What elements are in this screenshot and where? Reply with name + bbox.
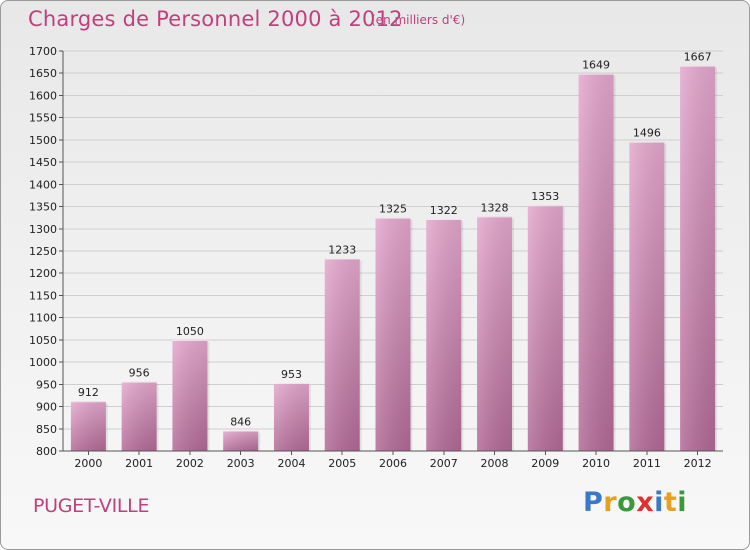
x-tick-label-2002: 2002 xyxy=(176,457,204,470)
x-tick-label-2004: 2004 xyxy=(277,457,305,470)
y-tick-label: 1450 xyxy=(29,156,57,169)
bar-highlight xyxy=(680,65,716,452)
y-tick-label: 1600 xyxy=(29,89,57,102)
logo-letter: i xyxy=(677,487,688,518)
bar-highlight xyxy=(172,339,208,451)
bar-highlight xyxy=(324,258,360,451)
data-label-2007: 1322 xyxy=(430,204,458,217)
y-tick-label: 1550 xyxy=(29,112,57,125)
data-label-2004: 953 xyxy=(281,368,302,381)
y-tick-label: 850 xyxy=(36,423,57,436)
data-label-2010: 1649 xyxy=(582,59,610,72)
data-label-2012: 1667 xyxy=(684,51,712,64)
x-tick-label-2011: 2011 xyxy=(633,457,661,470)
x-tick-label-2006: 2006 xyxy=(379,457,407,470)
data-label-2009: 1353 xyxy=(531,190,559,203)
y-tick-label: 1350 xyxy=(29,201,57,214)
data-label-2006: 1325 xyxy=(379,203,407,216)
y-tick-label: 1150 xyxy=(29,289,57,302)
data-label-2003: 846 xyxy=(230,416,251,429)
logo-letter: P xyxy=(583,487,604,518)
data-label-2005: 1233 xyxy=(328,244,356,257)
logo-letter: i xyxy=(654,487,664,518)
data-label-2001: 956 xyxy=(129,367,150,380)
bar-highlight xyxy=(629,141,665,451)
bar-highlight xyxy=(121,381,157,451)
bar-highlight xyxy=(426,219,462,451)
bar-highlight xyxy=(375,217,411,451)
y-tick-label: 1100 xyxy=(29,312,57,325)
y-tick-label: 950 xyxy=(36,378,57,391)
y-tick-label: 1200 xyxy=(29,267,57,280)
data-label-2011: 1496 xyxy=(633,127,661,140)
data-label-2008: 1328 xyxy=(481,201,509,214)
x-tick-label-2005: 2005 xyxy=(328,457,356,470)
bar-highlight xyxy=(223,430,259,451)
x-tick-label-2012: 2012 xyxy=(684,457,712,470)
bar-highlight xyxy=(273,383,309,451)
x-tick-label-2007: 2007 xyxy=(430,457,458,470)
y-tick-label: 1400 xyxy=(29,178,57,191)
proxiti-logo[interactable]: Proxiti xyxy=(583,487,687,518)
y-tick-label: 800 xyxy=(36,445,57,458)
unit-note: (en milliers d'€) xyxy=(371,13,466,27)
bar-highlight xyxy=(70,401,106,451)
y-tick-label: 1000 xyxy=(29,356,57,369)
data-label-2000: 912 xyxy=(78,386,99,399)
x-tick-label-2010: 2010 xyxy=(582,457,610,470)
data-label-2002: 1050 xyxy=(176,325,204,338)
commune-name: PUGET-VILLE xyxy=(33,495,150,517)
bar-highlight xyxy=(477,216,513,451)
y-tick-label: 1300 xyxy=(29,223,57,236)
x-tick-label-2001: 2001 xyxy=(125,457,153,470)
chart-title: Charges de Personnel 2000 à 2012 xyxy=(28,7,403,31)
y-tick-label: 1500 xyxy=(29,134,57,147)
y-tick-label: 1250 xyxy=(29,245,57,258)
bar-highlight xyxy=(578,73,614,452)
logo-letter: o xyxy=(617,487,637,518)
y-tick-label: 1700 xyxy=(29,45,57,58)
y-tick-label: 1050 xyxy=(29,334,57,347)
x-tick-label-2008: 2008 xyxy=(481,457,509,470)
logo-letter: r xyxy=(603,487,618,518)
x-tick-label-2000: 2000 xyxy=(74,457,102,470)
logo-letter: t xyxy=(663,487,678,518)
x-tick-label-2003: 2003 xyxy=(227,457,255,470)
x-tick-label-2009: 2009 xyxy=(531,457,559,470)
y-tick-label: 900 xyxy=(36,401,57,414)
y-tick-label: 1650 xyxy=(29,67,57,80)
bar-highlight xyxy=(527,205,563,451)
logo-letter: x xyxy=(636,487,655,518)
